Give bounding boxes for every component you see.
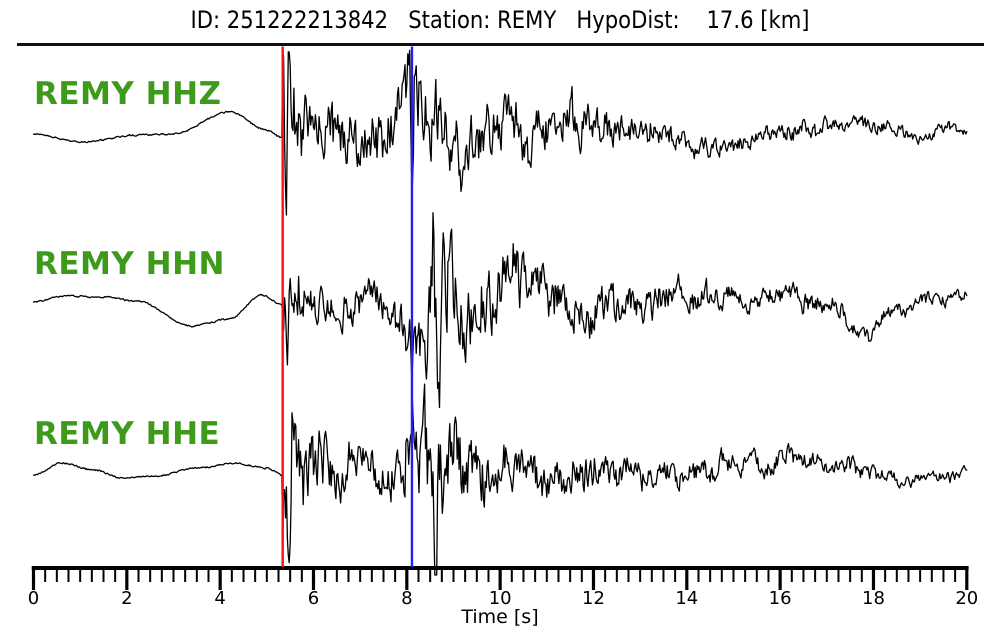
x-tick-label: 18 (862, 588, 885, 609)
waveform-trace-hhe (32, 383, 968, 576)
trace-label-hhn: REMY HHN (34, 246, 225, 282)
trace-label-hhz: REMY HHZ (34, 76, 222, 112)
trace-label-hhe: REMY HHE (34, 416, 221, 452)
waveform-trace-hhz (32, 49, 968, 216)
x-tick-label: 8 (401, 588, 412, 609)
x-tick-label: 6 (308, 588, 319, 609)
x-tick-label: 16 (769, 588, 792, 609)
x-tick-label: 12 (582, 588, 605, 609)
x-tick-label: 2 (121, 588, 132, 609)
plot-title: ID: 251222213842 Station: REMY HypoDist:… (190, 6, 810, 34)
x-tick-label: 0 (28, 588, 39, 609)
x-tick-label: 14 (675, 588, 698, 609)
x-tick-label: 4 (214, 588, 225, 609)
title-divider-line (17, 43, 984, 46)
x-tick-label: 20 (955, 588, 978, 609)
time-axis-label: Time [s] (461, 606, 539, 628)
x-tick-label: 10 (489, 588, 512, 609)
waveform-trace-hhn (32, 212, 968, 409)
